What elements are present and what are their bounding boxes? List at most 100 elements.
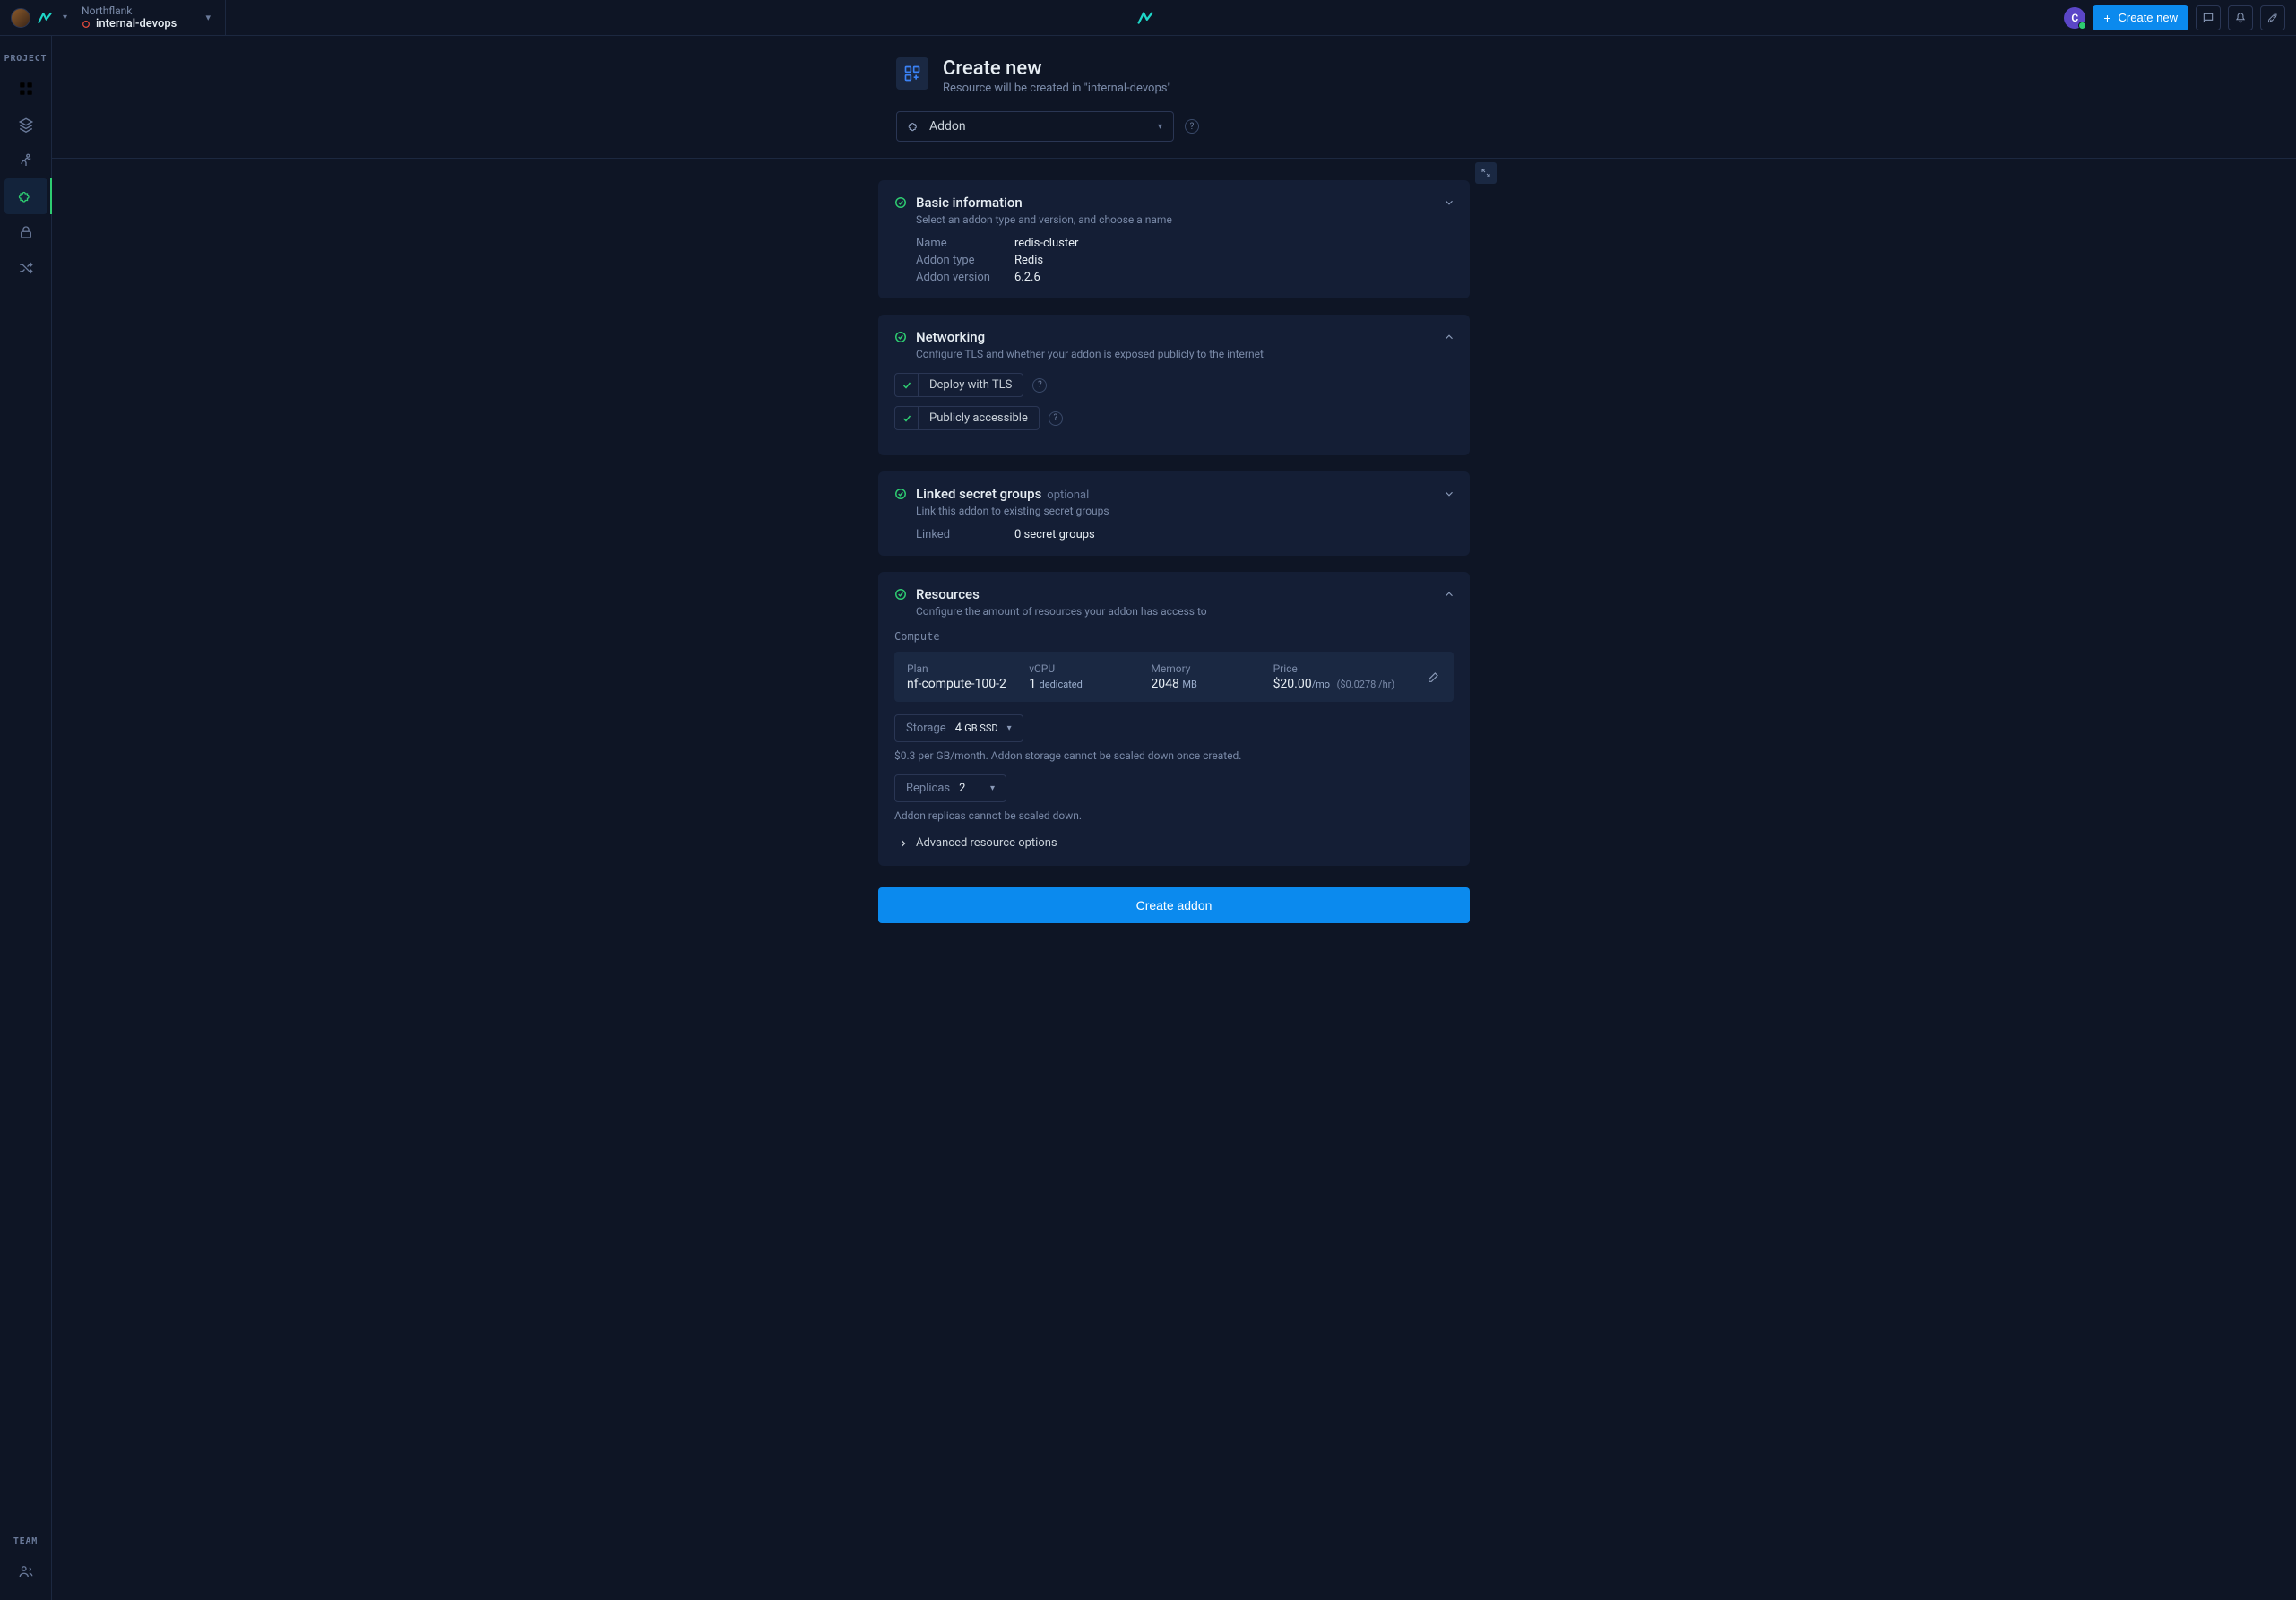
chat-icon <box>2202 12 2214 24</box>
addon-version-value: 6.2.6 <box>1014 271 1040 284</box>
running-icon <box>18 152 34 169</box>
user-avatar[interactable]: C <box>2064 7 2085 29</box>
chevron-up-icon <box>1443 588 1455 601</box>
chevron-down-icon: ▾ <box>1158 122 1162 132</box>
card-title: Resources <box>916 586 980 602</box>
resource-type-label: Addon <box>929 119 966 134</box>
price-value: $20.00/mo ($0.0278 /hr) <box>1273 677 1420 691</box>
vcpu-value: 1 dedicated <box>1029 677 1151 691</box>
card-subtitle: Configure the amount of resources your a… <box>916 605 1454 618</box>
card-subtitle: Select an addon type and version, and ch… <box>916 213 1454 226</box>
northflank-logo-icon <box>36 9 54 27</box>
memory-value: 2048 MB <box>1151 677 1273 691</box>
check-icon <box>895 407 919 429</box>
chevron-down-icon[interactable]: ▾ <box>205 12 214 23</box>
replicas-hint: Addon replicas cannot be scaled down. <box>894 809 1454 822</box>
check-circle-icon <box>894 331 907 343</box>
rocket-icon <box>2266 12 2279 24</box>
sidebar-item-jobs[interactable] <box>4 143 47 178</box>
top-header: ▾ Northflank internal-devops ▾ C + Creat… <box>0 0 2296 36</box>
grid-icon <box>18 81 34 97</box>
sidebar: PROJECT TEAM <box>0 0 52 1600</box>
project-switcher[interactable]: ▾ Northflank internal-devops ▾ <box>0 0 226 35</box>
linked-count-value: 0 secret groups <box>1014 528 1095 541</box>
chevron-down-icon <box>1443 196 1455 209</box>
chevron-down-icon: ▾ <box>63 13 67 22</box>
project-breadcrumb: Northflank internal-devops <box>82 4 177 31</box>
card-expand-toggle[interactable] <box>1443 488 1455 500</box>
plus-icon: + <box>2103 11 2110 25</box>
sidebar-item-pipelines[interactable] <box>4 250 47 286</box>
card-title: Networking <box>916 329 985 345</box>
page-header: Create new Resource will be created in "… <box>52 36 2296 159</box>
puzzle-icon <box>908 120 920 133</box>
chevron-down-icon <box>1443 488 1455 500</box>
card-title: Basic information <box>916 195 1023 211</box>
shuffle-icon <box>18 260 34 276</box>
replicas-select[interactable]: Replicas 2 ▾ <box>894 774 1006 802</box>
team-avatar <box>11 8 30 28</box>
org-name: Northflank <box>82 4 177 17</box>
edit-compute-button[interactable] <box>1427 670 1441 684</box>
people-icon <box>18 1563 34 1579</box>
chevron-right-icon <box>898 838 909 849</box>
card-secret-groups: Linked secret groupsoptional Link this a… <box>878 471 1470 556</box>
compute-section-label: Compute <box>894 630 1454 643</box>
sidebar-item-addons[interactable] <box>4 178 47 214</box>
northflank-logo-icon[interactable] <box>1135 8 1155 28</box>
help-icon[interactable]: ? <box>1049 411 1063 426</box>
addon-type-value: Redis <box>1014 254 1043 267</box>
feedback-button[interactable] <box>2260 5 2285 30</box>
create-new-icon <box>896 57 928 90</box>
compute-plan-box: Plan nf-compute-100-2 vCPU 1 dedicated M… <box>894 652 1454 702</box>
help-icon[interactable]: ? <box>1032 378 1047 393</box>
notifications-button[interactable] <box>2228 5 2253 30</box>
chevron-up-icon <box>1443 331 1455 343</box>
advanced-options-toggle[interactable]: Advanced resource options <box>894 836 1454 850</box>
expand-all-button[interactable] <box>1475 162 1497 184</box>
card-title: Linked secret groupsoptional <box>916 486 1089 502</box>
card-networking: Networking Configure TLS and whether you… <box>878 315 1470 455</box>
storage-hint: $0.3 per GB/month. Addon storage cannot … <box>894 749 1454 762</box>
create-addon-button[interactable]: Create addon <box>878 887 1470 923</box>
project-icon <box>82 20 91 29</box>
help-icon[interactable]: ? <box>1185 119 1199 134</box>
pencil-icon <box>1427 670 1441 684</box>
main-content: Create new Resource will be created in "… <box>52 36 2296 1600</box>
card-resources: Resources Configure the amount of resour… <box>878 572 1470 866</box>
bell-icon <box>2234 12 2247 24</box>
page-subtitle: Resource will be created in "internal-de… <box>943 82 1171 95</box>
addon-name-value: redis-cluster <box>1014 237 1078 250</box>
card-subtitle: Link this addon to existing secret group… <box>916 505 1454 517</box>
layers-icon <box>18 117 34 133</box>
tls-toggle[interactable]: Deploy with TLS <box>894 373 1023 397</box>
resource-type-select[interactable]: Addon ▾ <box>896 111 1174 142</box>
card-expand-toggle[interactable] <box>1443 196 1455 209</box>
chevron-down-icon: ▾ <box>1007 723 1012 733</box>
card-collapse-toggle[interactable] <box>1443 588 1455 601</box>
check-circle-icon <box>894 196 907 209</box>
chevron-down-icon: ▾ <box>990 783 995 793</box>
card-collapse-toggle[interactable] <box>1443 331 1455 343</box>
check-icon <box>895 374 919 396</box>
sidebar-item-team[interactable] <box>4 1553 47 1589</box>
lock-icon <box>18 224 34 240</box>
check-circle-icon <box>894 588 907 601</box>
card-subtitle: Configure TLS and whether your addon is … <box>916 348 1454 360</box>
sidebar-item-dashboard[interactable] <box>4 71 47 107</box>
chat-button[interactable] <box>2196 5 2221 30</box>
check-circle-icon <box>894 488 907 500</box>
puzzle-icon <box>18 188 34 204</box>
sidebar-section-project: PROJECT <box>4 54 47 64</box>
card-basic-information: Basic information Select an addon type a… <box>878 180 1470 298</box>
public-toggle[interactable]: Publicly accessible <box>894 406 1040 430</box>
plan-value: nf-compute-100-2 <box>907 677 1029 691</box>
sidebar-item-secrets[interactable] <box>4 214 47 250</box>
sidebar-item-services[interactable] <box>4 107 47 143</box>
storage-select[interactable]: Storage 4 GB SSD ▾ <box>894 714 1023 742</box>
project-name: internal-devops <box>96 17 177 31</box>
sidebar-section-team: TEAM <box>13 1536 38 1546</box>
page-title: Create new <box>943 57 1171 80</box>
expand-icon <box>1480 168 1491 178</box>
create-new-button[interactable]: + Create new <box>2093 5 2188 30</box>
